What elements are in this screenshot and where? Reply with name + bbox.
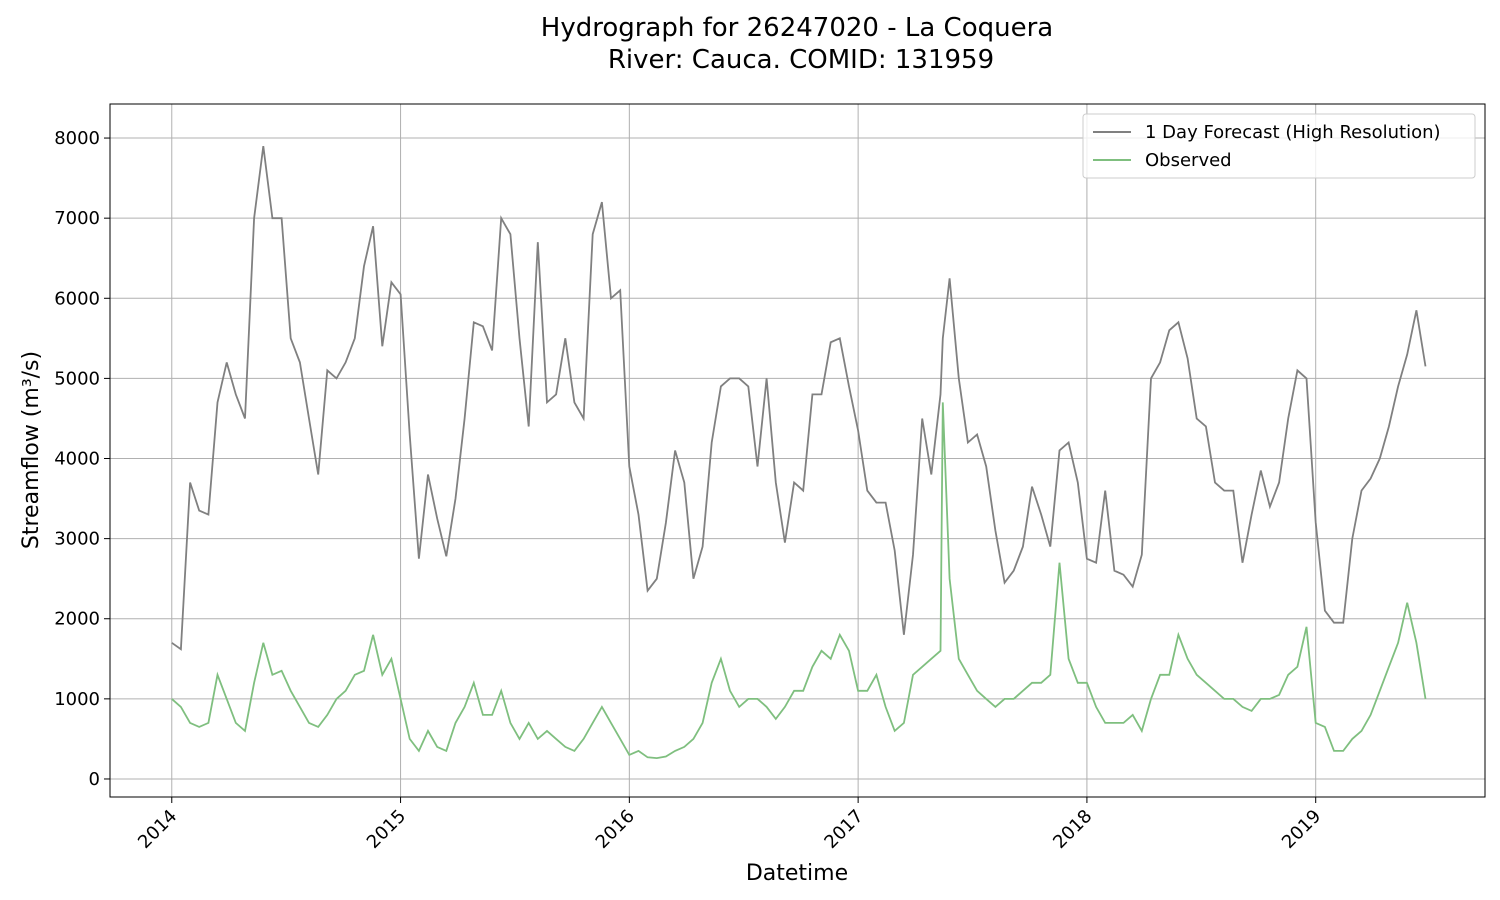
plot-frame (109, 103, 1486, 798)
x-tick-label: 2017 (820, 806, 867, 853)
y-tick-label: 6000 (54, 288, 100, 309)
x-tick-label: 2018 (1049, 806, 1096, 853)
legend-label: 1 Day Forecast (High Resolution) (1145, 122, 1441, 143)
x-tick-label: 2016 (592, 806, 639, 853)
legend-box (1082, 113, 1476, 179)
y-tick-label: 8000 (54, 128, 100, 149)
y-tick-label: 0 (89, 769, 100, 790)
x-tick-label: 2015 (363, 806, 410, 853)
x-tick-label: 2014 (134, 806, 181, 853)
y-tick-label: 3000 (54, 529, 100, 550)
y-tick-label: 2000 (54, 609, 100, 630)
legend-label: Observed (1145, 150, 1232, 171)
series-line (171, 402, 1427, 760)
y-tick-label: 7000 (54, 208, 100, 229)
chart-title: Hydrograph for 26247020 - La Coquera (541, 13, 1053, 43)
y-axis-label: Streamflow (m³/s) (19, 351, 44, 549)
series-line (171, 145, 1427, 651)
x-tick-label: 2019 (1278, 806, 1325, 853)
y-tick-label: 1000 (54, 689, 100, 710)
x-axis-label: Datetime (746, 861, 848, 886)
chart-subtitle: River: Cauca. COMID: 131959 (608, 45, 994, 75)
y-tick-label: 4000 (54, 449, 100, 470)
y-tick-label: 5000 (54, 368, 100, 389)
